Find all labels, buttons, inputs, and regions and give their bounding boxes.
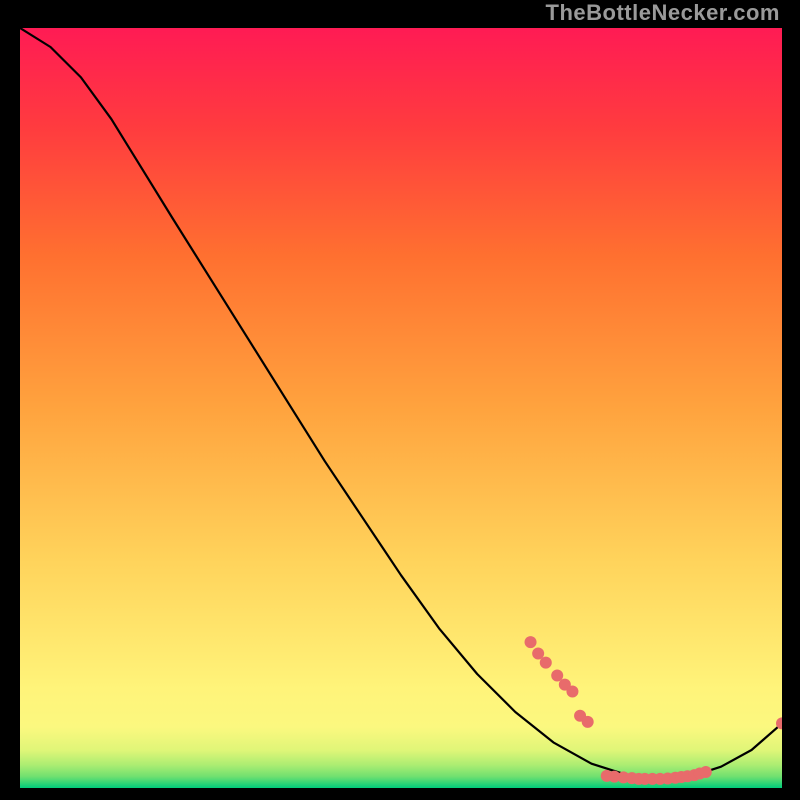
data-marker	[582, 716, 594, 728]
plot-svg	[20, 28, 782, 788]
plot-area	[20, 28, 782, 788]
attribution-label: TheBottleNecker.com	[546, 0, 780, 26]
gradient-background	[20, 28, 782, 788]
chart-container: TheBottleNecker.com	[0, 0, 800, 800]
data-marker	[566, 685, 578, 697]
data-marker	[700, 766, 712, 778]
data-marker	[525, 636, 537, 648]
data-marker	[540, 657, 552, 669]
